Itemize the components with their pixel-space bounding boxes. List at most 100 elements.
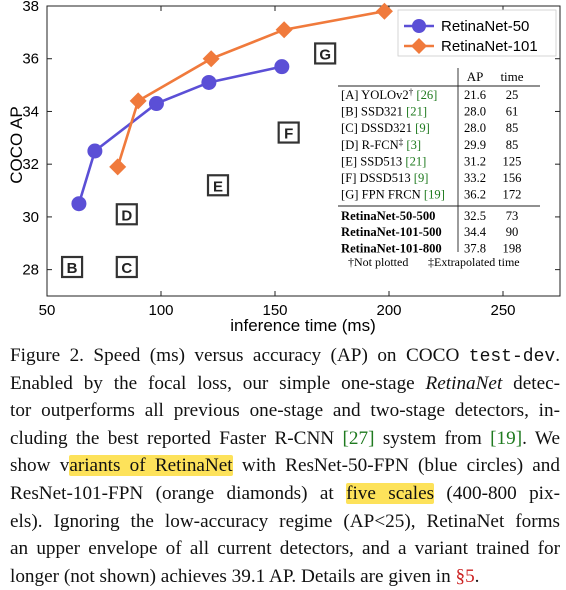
table-ap-cell: 37.8 bbox=[464, 241, 486, 255]
method-box-B bbox=[60, 255, 84, 279]
table-method-cell: [D] R-FCN‡ [3] bbox=[341, 137, 421, 152]
x-axis-label: inference time (ms) bbox=[230, 316, 375, 335]
method-name: [G] FPN FRCN bbox=[341, 188, 421, 202]
x-tick-label: 100 bbox=[148, 302, 173, 319]
data-point-circle bbox=[87, 143, 103, 159]
table-ap-cell: 34.4 bbox=[464, 225, 487, 239]
axis-ticks: 50 100 150 200 250 28 30 32 34 36 38 bbox=[22, 0, 560, 319]
citation-ref: [9] bbox=[412, 121, 430, 135]
x-tick-label: 250 bbox=[490, 302, 515, 319]
method-name: [C] DSSD321 bbox=[341, 121, 412, 135]
method-name: [B] SSD321 bbox=[341, 105, 403, 119]
table-ap-cell: 36.2 bbox=[464, 188, 486, 202]
table-ap-cell: 28.0 bbox=[464, 121, 486, 135]
plot-frame bbox=[46, 5, 561, 297]
caption-text: Figure 2. Speed (ms) versus accuracy (AP… bbox=[10, 345, 469, 366]
y-tick-label: 34 bbox=[22, 103, 39, 120]
table-time-cell: 25 bbox=[506, 88, 519, 102]
table-method-cell: [F] DSSD513 [9] bbox=[341, 171, 428, 185]
table-footnote: ‡Extrapolated time bbox=[428, 255, 520, 269]
table-time-cell: 90 bbox=[506, 225, 519, 239]
table-ap-cell: 33.2 bbox=[464, 171, 486, 185]
table-time-cell: 85 bbox=[506, 121, 519, 135]
citation-ref: [21] bbox=[402, 154, 426, 168]
legend-label: RetinaNet-50 bbox=[441, 18, 529, 35]
caption-line-3: tor outperforms all previous one-stage a… bbox=[10, 400, 560, 422]
table-header-time: time bbox=[500, 69, 523, 84]
method-box-label: F bbox=[284, 126, 293, 143]
method-box-E bbox=[206, 174, 230, 197]
method-name: [F] DSSD513 bbox=[341, 171, 411, 185]
series-layer bbox=[71, 2, 393, 212]
method-box-G bbox=[314, 42, 337, 65]
y-tick-label: 28 bbox=[22, 262, 39, 279]
y-tick-label: 30 bbox=[22, 209, 39, 226]
table-ours-method: RetinaNet-50-500 bbox=[341, 209, 435, 223]
highlighted-text: ariants of RetinaNet bbox=[69, 455, 233, 477]
caption-text: Enabled by the focal loss, our simple on… bbox=[10, 372, 426, 394]
caption-line-7: els). Ignoring the low-accuracy regime (… bbox=[10, 510, 560, 532]
caption-line-2: Enabled by the focal loss, our simple on… bbox=[10, 370, 560, 398]
legend-swatch-marker bbox=[411, 38, 427, 54]
caption-text: show v bbox=[10, 455, 70, 477]
caption-code: test-dev bbox=[468, 347, 556, 367]
table-method-cell: [C] DSSD321 [9] bbox=[341, 121, 430, 135]
caption-line-4: cluding the best reported Faster R-CNN [… bbox=[10, 425, 560, 453]
citation-ref: [19] bbox=[421, 188, 445, 202]
data-point-diamond bbox=[202, 50, 220, 68]
footnote-mark: † bbox=[409, 87, 414, 97]
caption-text: cluding the best reported Faster R-CNN bbox=[10, 427, 343, 449]
legend-swatch-marker bbox=[412, 19, 426, 33]
caption-text: (400-800 pix- bbox=[434, 482, 560, 504]
y-tick-label: 36 bbox=[22, 51, 39, 68]
table-ap-cell: 31.2 bbox=[464, 154, 486, 168]
figure-caption: Figure 2. Speed (ms) versus accuracy (AP… bbox=[10, 342, 560, 590]
caption-italic: RetinaNet bbox=[425, 372, 503, 394]
x-tick-label: 150 bbox=[262, 302, 287, 319]
legend: RetinaNet-50 RetinaNet-101 bbox=[397, 9, 557, 57]
caption-line-6: ResNet-101-FPN (orange diamonds) at five… bbox=[10, 480, 560, 508]
citation-link[interactable]: [27] bbox=[342, 427, 375, 449]
table-ours-method: RetinaNet-101-500 bbox=[341, 225, 442, 239]
x-tick-label: 50 bbox=[39, 302, 56, 319]
method-box-C bbox=[115, 255, 138, 279]
caption-text: system from bbox=[374, 427, 491, 449]
table-background bbox=[336, 66, 542, 272]
caption-text: . bbox=[555, 345, 560, 366]
table-method-cell: [B] SSD321 [21] bbox=[341, 105, 427, 119]
table-time-cell: 85 bbox=[506, 138, 519, 152]
table-header-ap: AP bbox=[467, 69, 484, 84]
method-box-F bbox=[277, 121, 300, 144]
table-method-cell: [G] FPN FRCN [19] bbox=[341, 188, 445, 202]
method-name: [D] R-FCN bbox=[341, 138, 399, 152]
table-ap-cell: 21.6 bbox=[464, 88, 486, 102]
caption-text: detec- bbox=[502, 372, 560, 394]
legend-label: RetinaNet-101 bbox=[441, 38, 538, 55]
table-ap-cell: 28.0 bbox=[464, 105, 486, 119]
y-tick-label: 38 bbox=[22, 0, 39, 15]
caption-line-9: longer (not shown) achieves 39.1 AP. Det… bbox=[10, 563, 560, 590]
method-box-label: B bbox=[67, 260, 78, 277]
series-line-0 bbox=[77, 65, 283, 205]
table-time-cell: 125 bbox=[503, 154, 522, 168]
data-point-diamond bbox=[375, 2, 393, 20]
method-box-label: G bbox=[319, 46, 331, 63]
data-point-diamond bbox=[129, 92, 147, 110]
highlighted-text: five scales bbox=[346, 482, 435, 504]
data-point-diamond bbox=[109, 158, 127, 176]
y-tick-label: 32 bbox=[22, 156, 39, 173]
caption-text: with ResNet-50-FPN (blue circles) and bbox=[232, 455, 560, 477]
citation-ref: [9] bbox=[411, 171, 429, 185]
method-box-label: E bbox=[213, 178, 223, 195]
footnote-mark: ‡ bbox=[399, 137, 404, 147]
box-markers: B C D E F G bbox=[60, 42, 337, 279]
citation-ref: [26] bbox=[413, 88, 437, 102]
table-ap-cell: 29.9 bbox=[464, 138, 486, 152]
data-point-circle bbox=[201, 74, 217, 90]
speed-accuracy-figure: 50 100 150 200 250 28 30 32 34 36 38 inference tim… bbox=[7, 0, 561, 335]
caption-text: . We bbox=[522, 427, 560, 449]
citation-link[interactable]: [19] bbox=[490, 427, 523, 449]
table-time-cell: 198 bbox=[503, 241, 522, 255]
table-time-cell: 73 bbox=[506, 209, 519, 223]
method-box-label: D bbox=[121, 207, 132, 224]
